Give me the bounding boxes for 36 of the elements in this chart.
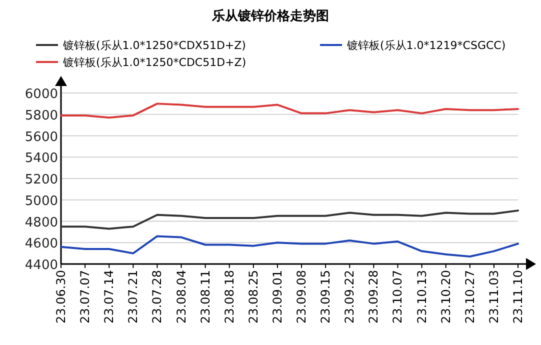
x-tick-label: 23.07.07 [78, 270, 92, 324]
y-tick-label: 5800 [24, 108, 58, 124]
line-series [60, 235, 519, 258]
line-series [60, 210, 519, 230]
x-tick-label: 23.11.03 [486, 270, 501, 324]
x-tick-label: 23.07.28 [150, 270, 164, 324]
x-tick-label: 23.08.11 [198, 270, 212, 324]
x-tick-label: 23.09.15 [318, 270, 333, 324]
x-tick-label: 23.09.08 [294, 270, 309, 324]
x-tick-label: 23.08.18 [222, 270, 236, 324]
chart-title: 乐从镀锌价格走势图 [211, 8, 329, 24]
y-tick-label: 6000 [24, 87, 58, 102]
y-tick-label: 5000 [24, 194, 58, 209]
x-tick-label: 23.06.30 [54, 270, 68, 324]
legend-label: 镀锌板(乐从1.0*1219*CSGCC) [346, 39, 506, 52]
x-tick-label: 23.09.28 [366, 270, 381, 324]
x-tick-label: 23.07.14 [102, 270, 116, 324]
x-tick-label: 23.08.25 [246, 270, 260, 324]
x-tick-label: 23.08.04 [174, 270, 188, 324]
y-tick-label: 5600 [24, 130, 58, 145]
y-tick-label: 4600 [24, 236, 58, 252]
line-series [60, 102, 519, 119]
y-tick-label: 5400 [24, 151, 58, 166]
x-tick-label: 23.10.07 [390, 270, 405, 324]
y-tick-label: 4800 [24, 215, 58, 230]
legend-label: 镀锌板(乐从1.0*1250*CDX51D+Z) [62, 39, 246, 52]
y-tick-label: 5200 [24, 172, 58, 188]
x-tick-label: 23.09.01 [270, 270, 284, 324]
x-tick-label: 23.07.21 [126, 270, 140, 324]
x-tick-label: 23.10.13 [414, 270, 429, 324]
x-tick-label: 23.11.10 [511, 270, 525, 324]
x-tick-label: 23.10.27 [462, 270, 477, 324]
x-tick-label: 23.09.22 [342, 270, 357, 324]
x-tick-label: 23.10.20 [438, 270, 453, 324]
legend-label: 镀锌板(乐从1.0*1250*CDC51D+Z) [62, 56, 246, 69]
y-tick-label: 4400 [24, 258, 58, 273]
